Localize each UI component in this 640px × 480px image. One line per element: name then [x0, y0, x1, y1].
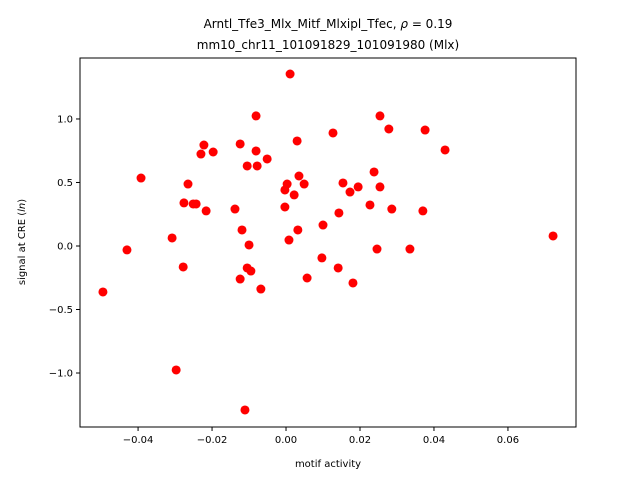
- x-tick-label: −0.04: [123, 435, 154, 446]
- data-point: [122, 245, 132, 255]
- data-point: [375, 182, 385, 192]
- data-point: [387, 204, 397, 214]
- data-point: [440, 145, 450, 155]
- data-point: [240, 405, 250, 415]
- data-point: [548, 231, 558, 241]
- data-point: [183, 179, 193, 189]
- data-point: [280, 185, 290, 195]
- data-point: [246, 266, 256, 276]
- data-point: [171, 365, 181, 375]
- data-point: [262, 154, 272, 164]
- data-point: [348, 278, 358, 288]
- data-point: [179, 198, 189, 208]
- data-point: [293, 225, 303, 235]
- data-point: [201, 206, 211, 216]
- data-point: [237, 225, 247, 235]
- x-axis-ticks: −0.04 −0.02 0.00 0.02 0.04 0.06: [123, 427, 519, 446]
- data-point: [235, 274, 245, 284]
- data-point: [375, 111, 385, 121]
- data-point: [196, 149, 206, 159]
- data-point: [384, 124, 394, 134]
- data-point: [345, 187, 355, 197]
- data-point: [420, 125, 430, 135]
- data-point: [405, 244, 415, 254]
- data-point: [333, 263, 343, 273]
- data-point: [199, 140, 209, 150]
- y-tick-label: 0.0: [57, 241, 73, 252]
- data-point: [328, 128, 338, 138]
- data-point: [365, 200, 375, 210]
- data-point: [208, 147, 218, 157]
- x-tick-label: 0.06: [497, 435, 519, 446]
- data-point: [338, 178, 348, 188]
- data-point: [353, 182, 363, 192]
- data-point: [98, 287, 108, 297]
- data-point: [318, 220, 328, 230]
- chart-title-line2: mm10_chr11_101091829_101091980 (Mlx): [197, 38, 459, 52]
- y-tick-label: 0.5: [57, 178, 73, 189]
- data-point: [235, 139, 245, 149]
- data-point: [289, 190, 299, 200]
- data-point: [256, 284, 266, 294]
- y-axis-label: signal at CRE (ln): [17, 199, 28, 285]
- data-point: [251, 146, 261, 156]
- data-point: [369, 167, 379, 177]
- chart-title-line1: Arntl_Tfe3_Mlx_Mitf_Mlxipl_Tfec, ρ = 0.1…: [204, 17, 453, 31]
- data-point: [136, 173, 146, 183]
- data-point: [302, 273, 312, 283]
- data-point: [244, 240, 254, 250]
- data-point: [280, 202, 290, 212]
- data-point: [252, 161, 262, 171]
- data-point: [299, 179, 309, 189]
- data-point: [317, 253, 327, 263]
- data-point: [372, 244, 382, 254]
- data-point: [178, 262, 188, 272]
- data-point: [251, 111, 261, 121]
- data-point: [334, 208, 344, 218]
- y-tick-label: −1.0: [49, 369, 73, 380]
- data-points: [98, 69, 558, 415]
- data-point: [242, 161, 252, 171]
- x-tick-label: 0.04: [423, 435, 445, 446]
- y-axis-ticks: −1.0 −0.5 0.0 0.5 1.0: [49, 114, 80, 380]
- plot-frame: [79, 57, 577, 428]
- data-point: [191, 199, 201, 209]
- data-point: [230, 204, 240, 214]
- x-tick-label: 0.00: [275, 435, 297, 446]
- y-tick-label: 1.0: [57, 114, 73, 125]
- data-point: [294, 171, 304, 181]
- data-point: [285, 69, 295, 79]
- data-point: [284, 235, 294, 245]
- data-point: [292, 136, 302, 146]
- y-tick-label: −0.5: [49, 305, 73, 316]
- data-point: [418, 206, 428, 216]
- x-tick-label: −0.02: [197, 435, 228, 446]
- data-point: [167, 233, 177, 243]
- x-axis-label: motif activity: [295, 459, 361, 470]
- x-tick-label: 0.02: [349, 435, 371, 446]
